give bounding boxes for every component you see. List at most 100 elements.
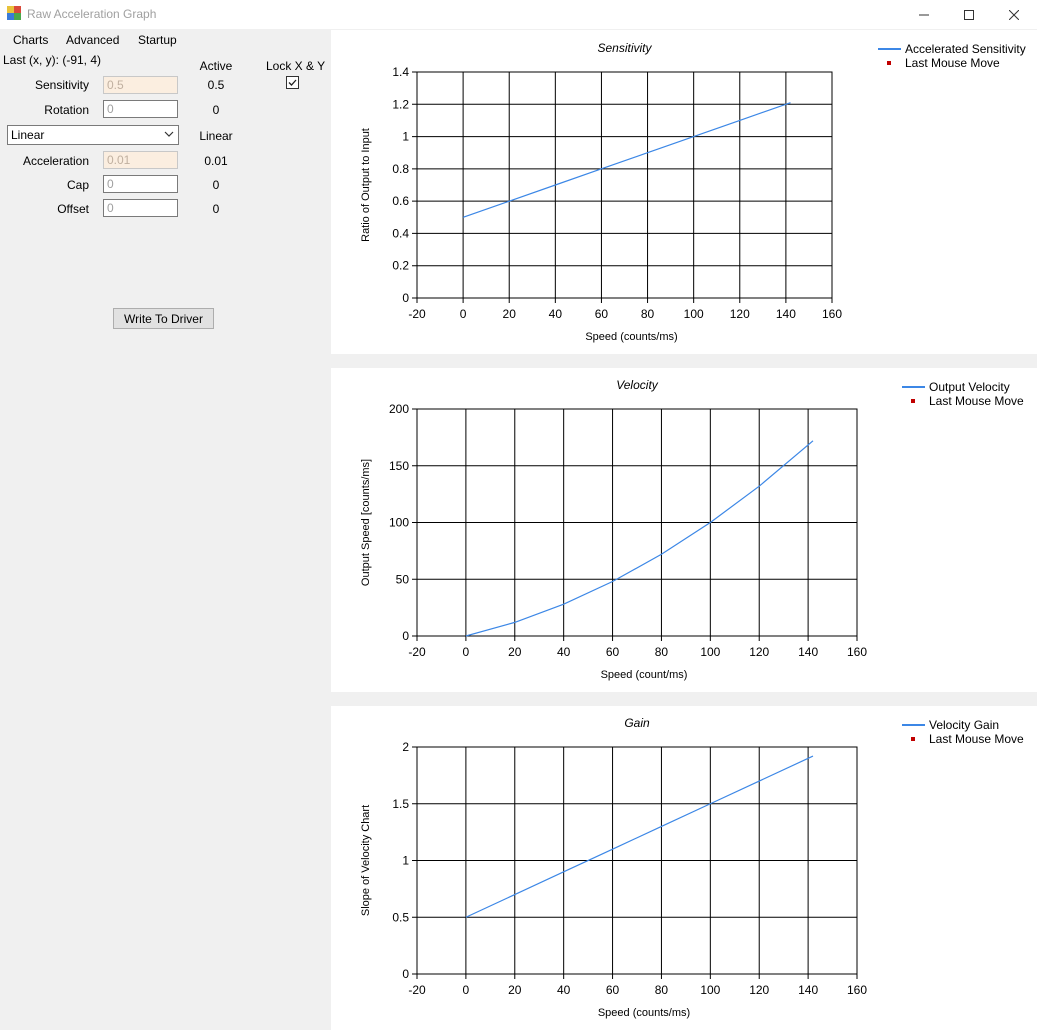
x-tick-label: 80 (641, 307, 655, 321)
x-tick-label: 140 (798, 983, 818, 997)
velocity-chart-panel: -20 0 20 40 60 80 100 120 140 160 0 50 100 150 200 Velo… (331, 368, 1037, 692)
gain-chart: -20 0 20 40 60 80 100 120 140 160 0 0.5 1 1.5 2 Gain Spe… (360, 716, 1024, 1019)
y-tick-label: 2 (402, 740, 409, 754)
y-tick-label: 0.6 (392, 194, 409, 208)
plot-area (416, 71, 833, 299)
x-tick-label: 60 (595, 307, 609, 321)
sensitivity-input[interactable] (103, 76, 178, 94)
x-tick-label: 120 (749, 645, 769, 659)
chart-title: Sensitivity (597, 41, 652, 55)
x-tick-label: 160 (847, 983, 867, 997)
y-tick-label: 1.2 (392, 97, 409, 111)
x-tick-label: 160 (847, 645, 867, 659)
legend-series-label: Output Velocity (929, 380, 1010, 394)
y-tick-label: 150 (389, 459, 409, 473)
sensitivity-chart: -20 0 20 40 60 80 100 120 140 160 0 0.2 0.4 0.6 0.8 1 1.… (360, 41, 1026, 343)
x-tick-label: 20 (508, 983, 522, 997)
maximize-icon (964, 9, 974, 20)
x-tick-label: 80 (655, 983, 669, 997)
y-tick-label: 0 (402, 967, 409, 981)
legend-series-label: Velocity Gain (929, 718, 999, 732)
settings-panel: Charts Advanced Startup Last (x, y): (-9… (0, 29, 331, 1023)
app-icon (7, 6, 21, 20)
x-tick-label: 20 (503, 307, 517, 321)
legend-series-label: Accelerated Sensitivity (905, 42, 1026, 56)
offset-label: Offset (57, 202, 89, 216)
x-tick-label: 40 (557, 983, 571, 997)
y-tick-label: 0.2 (392, 259, 409, 273)
acceleration-type-dropdown[interactable]: Linear (7, 125, 179, 145)
y-tick-label: 1.4 (392, 65, 409, 79)
velocity-chart: -20 0 20 40 60 80 100 120 140 160 0 50 100 150 200 Velo… (360, 378, 1024, 681)
y-tick-label: 50 (396, 572, 410, 586)
x-tick-label: -20 (408, 307, 426, 321)
cap-label: Cap (66, 178, 89, 192)
rotation-active: 0 (212, 103, 220, 117)
x-tick-label: 0 (460, 307, 467, 321)
window-title: Raw Acceleration Graph (27, 7, 157, 21)
y-tick-label: 0 (402, 629, 409, 643)
y-tick-label: 1 (402, 130, 409, 144)
acceleration-active: 0.01 (204, 154, 228, 168)
legend-marker-swatch (911, 737, 915, 741)
minimize-icon (919, 14, 929, 15)
acceleration-type-active: Linear (199, 129, 233, 143)
x-tick-label: -20 (408, 983, 426, 997)
cap-input[interactable] (103, 175, 178, 193)
offset-input[interactable] (103, 199, 178, 217)
y-tick-label: 200 (389, 402, 409, 416)
acceleration-input[interactable] (103, 151, 178, 169)
write-to-driver-button[interactable]: Write To Driver (113, 308, 214, 329)
rotation-input[interactable] (103, 100, 178, 118)
x-tick-label: 120 (749, 983, 769, 997)
sensitivity-label: Sensitivity (34, 78, 89, 92)
close-icon (1009, 9, 1019, 20)
y-tick-label: 100 (389, 516, 409, 530)
x-axis-label: Speed (counts/ms) (598, 1007, 690, 1019)
chevron-down-icon (164, 131, 174, 137)
x-tick-label: 140 (798, 645, 818, 659)
x-tick-label: 80 (655, 645, 669, 659)
legend-marker-swatch (887, 61, 891, 65)
y-tick-label: 0.8 (392, 162, 409, 176)
menu-charts[interactable]: Charts (13, 33, 49, 47)
y-tick-label: 1.5 (392, 797, 409, 811)
acceleration-label: Acceleration (22, 154, 89, 168)
maximize-button[interactable] (946, 0, 992, 29)
x-tick-label: 20 (508, 645, 522, 659)
y-axis-label: Ratio of Output to Input (360, 128, 372, 242)
y-axis-label: Output Speed [counts/ms] (360, 459, 372, 586)
x-tick-label: 100 (700, 983, 720, 997)
x-tick-label: 160 (822, 307, 842, 321)
last-mouse-position: Last (x, y): (-91, 4) (3, 53, 102, 67)
sensitivity-chart-panel: -20 0 20 40 60 80 100 120 140 160 0 0.2 0.4 0.6 0.8 1 1.… (331, 30, 1037, 354)
offset-active: 0 (212, 202, 220, 216)
menu-startup[interactable]: Startup (138, 33, 177, 47)
menu-advanced[interactable]: Advanced (66, 33, 120, 47)
rotation-label: Rotation (44, 103, 89, 117)
gain-chart-panel: -20 0 20 40 60 80 100 120 140 160 0 0.5 1 1.5 2 Gain Spe… (331, 706, 1037, 1030)
y-tick-label: 0.4 (392, 226, 409, 240)
sensitivity-active: 0.5 (207, 78, 225, 92)
legend-marker-label: Last Mouse Move (929, 732, 1024, 746)
checkmark-icon (288, 79, 297, 86)
series-line (462, 102, 791, 218)
close-button[interactable] (991, 0, 1037, 29)
x-tick-label: 40 (557, 645, 571, 659)
chart-title: Gain (624, 716, 650, 730)
minimize-button[interactable] (901, 0, 947, 29)
y-tick-label: 1 (402, 854, 409, 868)
x-tick-label: 60 (606, 645, 620, 659)
x-tick-label: 140 (776, 307, 796, 321)
lock-xy-checkbox[interactable] (286, 76, 299, 89)
chart-title: Velocity (616, 378, 659, 392)
active-header: Active (199, 59, 233, 73)
cap-active: 0 (212, 178, 220, 192)
series-line (465, 755, 814, 918)
x-tick-label: 100 (684, 307, 704, 321)
lock-xy-label: Lock X & Y (266, 59, 326, 73)
y-tick-label: 0.5 (392, 910, 409, 924)
x-tick-label: 100 (700, 645, 720, 659)
series-line (465, 440, 814, 637)
x-tick-label: 0 (463, 645, 470, 659)
